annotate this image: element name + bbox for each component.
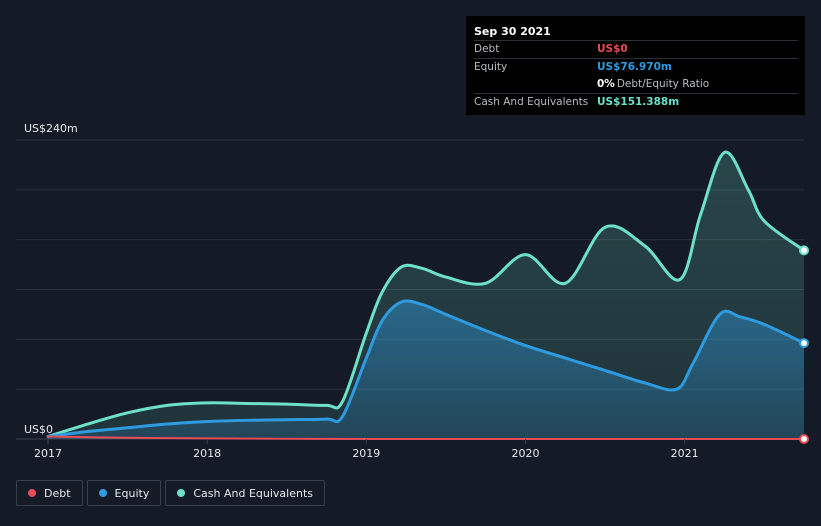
tooltip-panel: Sep 30 2021 Debt US$0 Equity US$76.970m …	[466, 16, 805, 115]
line-equity	[46, 299, 806, 439]
tooltip-row-cash: Cash And Equivalents US$151.388m	[474, 93, 798, 111]
legend-label-equity: Equity	[114, 486, 150, 500]
area-equity	[48, 300, 804, 439]
tooltip-label-ratio	[474, 76, 597, 93]
chart-legend: Debt Equity Cash And Equivalents	[16, 480, 325, 506]
tooltip-value-cash: US$151.388m	[597, 96, 680, 108]
legend-item-cash[interactable]: Cash And Equivalents	[165, 480, 325, 506]
x-tick-label: 2017	[34, 447, 62, 460]
x-tick-label: 2020	[511, 447, 539, 460]
legend-label-debt: Debt	[44, 486, 71, 500]
x-tick-label: 2018	[193, 447, 221, 460]
tooltip-row-ratio: 0% Debt/Equity Ratio	[474, 76, 798, 93]
legend-dot-cash	[177, 489, 186, 497]
line-cash-and-equivalents	[46, 150, 806, 439]
tooltip-label-cash: Cash And Equivalents	[474, 96, 589, 108]
tooltip-value-debt: US$0	[597, 43, 628, 55]
tooltip-label-equity: Equity	[474, 61, 508, 73]
tooltip-value-ratio: 0%	[597, 78, 615, 90]
marker-equity[interactable]	[799, 338, 809, 349]
end-markers	[799, 245, 809, 444]
x-tick-label: 2019	[352, 447, 380, 460]
x-tick-label: 2021	[671, 447, 699, 460]
marker-cash-and-equivalents[interactable]	[799, 245, 809, 256]
area-cash-and-equivalents	[48, 152, 804, 439]
tooltip-date: Sep 30 2021	[474, 25, 551, 38]
legend-dot-equity	[98, 489, 107, 497]
tooltip-ratio-caption: Debt/Equity Ratio	[616, 78, 710, 90]
tooltip-row-debt: Debt US$0	[474, 40, 798, 58]
legend-item-debt[interactable]: Debt	[16, 480, 83, 506]
y-tick-label: US$0	[24, 423, 53, 436]
marker-debt[interactable]	[799, 434, 809, 444]
y-tick-label: US$240m	[24, 122, 78, 135]
axis-ticks: US$0 US$240m 2017 2018 2019 2020 2021	[24, 122, 699, 460]
tooltip-value-equity: US$76.970m	[597, 61, 672, 73]
tooltip-row-equity: Equity US$76.970m	[474, 58, 798, 76]
area-fills	[48, 152, 804, 439]
legend-item-equity[interactable]: Equity	[86, 480, 162, 506]
legend-dot-debt	[28, 489, 36, 497]
legend-label-cash: Cash And Equivalents	[193, 486, 313, 500]
tooltip-label-debt: Debt	[474, 43, 500, 55]
